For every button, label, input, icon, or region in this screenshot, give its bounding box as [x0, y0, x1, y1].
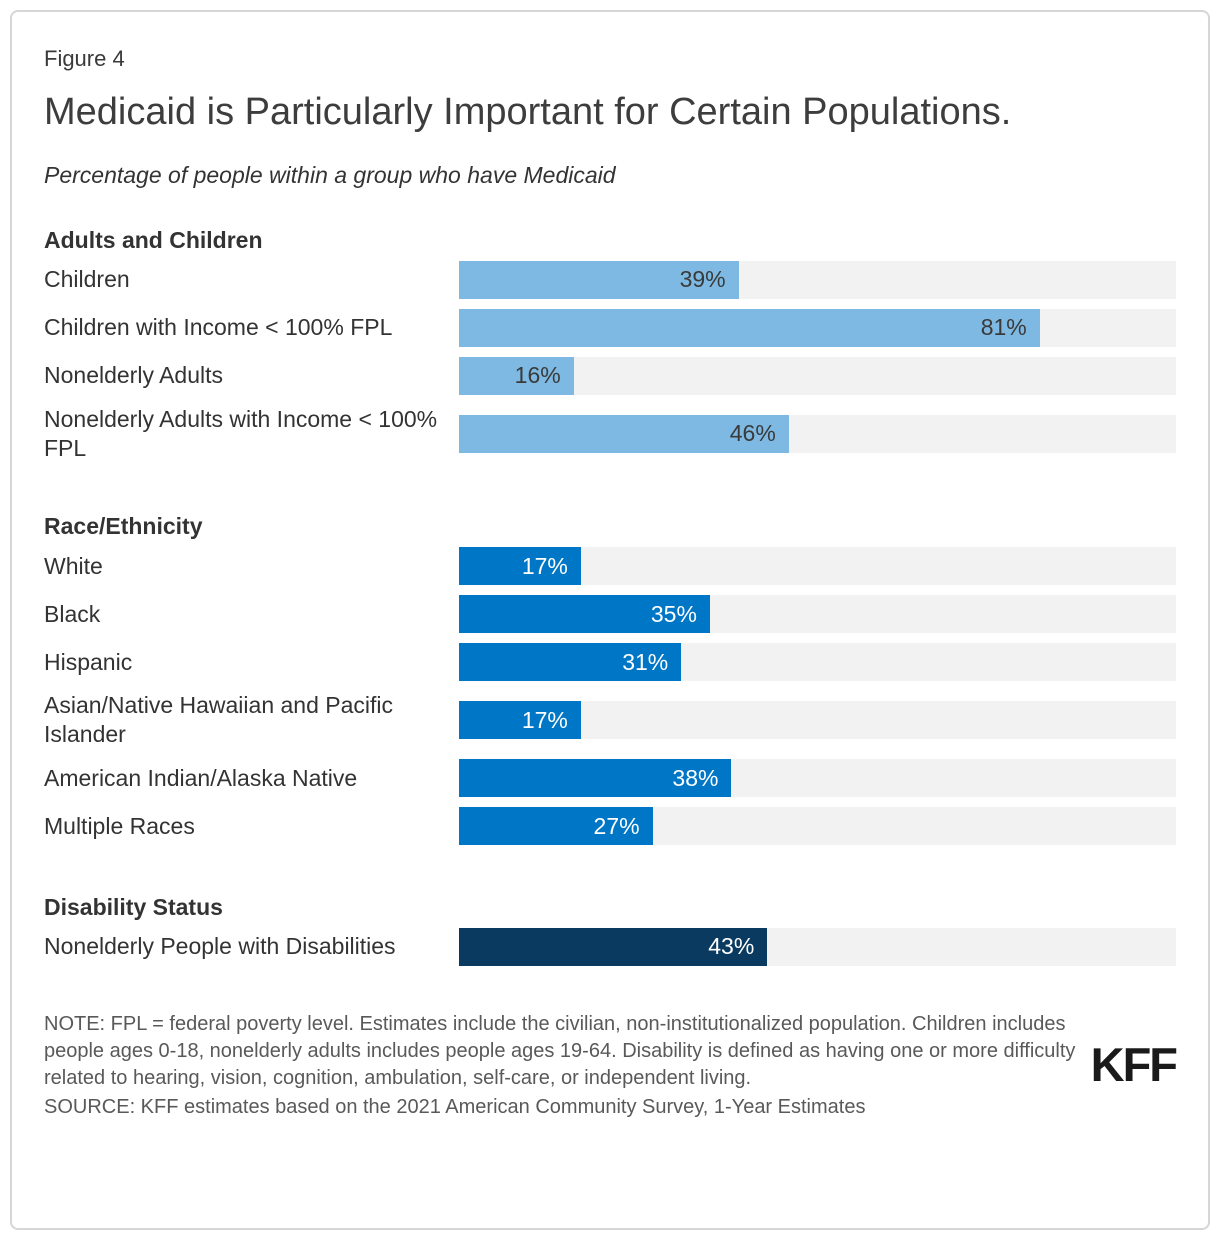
chart-row: Asian/Native Hawaiian and Pacific Island… [44, 691, 1176, 749]
bar-track: 17% [459, 701, 1176, 740]
section-rows: Nonelderly People with Disabilities 43% [44, 927, 1176, 966]
row-label: Nonelderly People with Disabilities [44, 933, 396, 960]
chart-row: Multiple Races 27% [44, 807, 1176, 846]
chart-row: Nonelderly Adults 16% [44, 356, 1176, 395]
figure-card: Figure 4 Medicaid is Particularly Import… [10, 10, 1210, 1230]
section-header: Adults and Children [44, 226, 263, 253]
bar-fill: 39% [459, 260, 739, 299]
section-header: Race/Ethnicity [44, 513, 203, 540]
bar-track: 31% [459, 643, 1176, 682]
row-label: Asian/Native Hawaiian and Pacific Island… [44, 692, 394, 748]
bar-fill: 16% [459, 356, 574, 395]
page-title: Medicaid is Particularly Important for C… [44, 91, 1012, 134]
bar-value-label: 17% [521, 552, 568, 579]
kff-logo: KFF [1090, 1037, 1178, 1091]
bar-fill: 31% [459, 643, 682, 682]
chart-row: Nonelderly Adults with Income < 100% FPL… [44, 405, 1176, 463]
figure-label: Figure 4 [44, 46, 125, 71]
row-label: Children with Income < 100% FPL [44, 314, 393, 341]
bar-fill: 38% [459, 759, 732, 798]
row-label: Multiple Races [44, 812, 195, 839]
bar-fill: 17% [459, 547, 581, 586]
bar-track: 16% [459, 356, 1176, 395]
bar-fill: 81% [459, 308, 1040, 347]
chart-row: White 17% [44, 547, 1176, 586]
bar-fill: 46% [459, 414, 789, 453]
row-label: Hispanic [44, 648, 133, 675]
bar-value-label: 16% [514, 362, 561, 389]
bar-track: 39% [459, 260, 1176, 299]
bar-value-label: 38% [672, 764, 719, 791]
row-label: American Indian/Alaska Native [44, 764, 358, 791]
bar-fill: 17% [459, 701, 581, 740]
section-race-ethnicity: Race/Ethnicity White 17% Black 35% Hispanic 3… [44, 512, 1176, 846]
bar-track: 46% [459, 414, 1176, 453]
bar-value-label: 17% [521, 706, 568, 733]
bar-track: 43% [459, 927, 1176, 966]
row-label: Black [44, 600, 101, 627]
bar-fill: 43% [459, 927, 768, 966]
bar-fill: 35% [459, 595, 710, 634]
bar-value-label: 43% [708, 933, 755, 960]
row-label: Children [44, 266, 130, 293]
chart-subtitle: Percentage of people within a group who … [44, 161, 616, 188]
bar-track: 35% [459, 595, 1176, 634]
bar-track: 81% [459, 308, 1176, 347]
bar-fill: 27% [459, 807, 653, 846]
footer-notes: NOTE: FPL = federal poverty level. Estim… [44, 1011, 1178, 1121]
source-text: SOURCE: KFF estimates based on the 2021 … [44, 1095, 866, 1118]
row-label: White [44, 552, 103, 579]
bar-value-label: 27% [593, 812, 640, 839]
bar-track: 27% [459, 807, 1176, 846]
chart-sections: Adults and Children Children 39% Children … [44, 226, 1176, 966]
bar-track: 17% [459, 547, 1176, 586]
bar-value-label: 81% [980, 314, 1027, 341]
row-label: Nonelderly Adults with Income < 100% FPL [44, 405, 438, 461]
note-text: NOTE: FPL = federal poverty level. Estim… [44, 1012, 1076, 1089]
section-rows: White 17% Black 35% Hispanic 31% Asian/Native … [44, 547, 1176, 846]
chart-row: Children 39% [44, 260, 1176, 299]
bar-value-label: 31% [622, 648, 669, 675]
bar-value-label: 35% [650, 600, 697, 627]
section-rows: Children 39% Children with Income < 100% F… [44, 260, 1176, 463]
chart-row: Black 35% [44, 595, 1176, 634]
chart-row: Hispanic 31% [44, 643, 1176, 682]
chart-row: American Indian/Alaska Native 38% [44, 759, 1176, 798]
chart-row: Children with Income < 100% FPL 81% [44, 308, 1176, 347]
section-adults-and-children: Adults and Children Children 39% Children … [44, 226, 1176, 463]
section-disability-status: Disability Status Nonelderly People with… [44, 893, 1176, 966]
bar-track: 38% [459, 759, 1176, 798]
section-header: Disability Status [44, 894, 223, 921]
chart-row: Nonelderly People with Disabilities 43% [44, 927, 1176, 966]
row-label: Nonelderly Adults [44, 362, 223, 389]
bar-value-label: 39% [679, 266, 726, 293]
bar-value-label: 46% [729, 420, 776, 447]
